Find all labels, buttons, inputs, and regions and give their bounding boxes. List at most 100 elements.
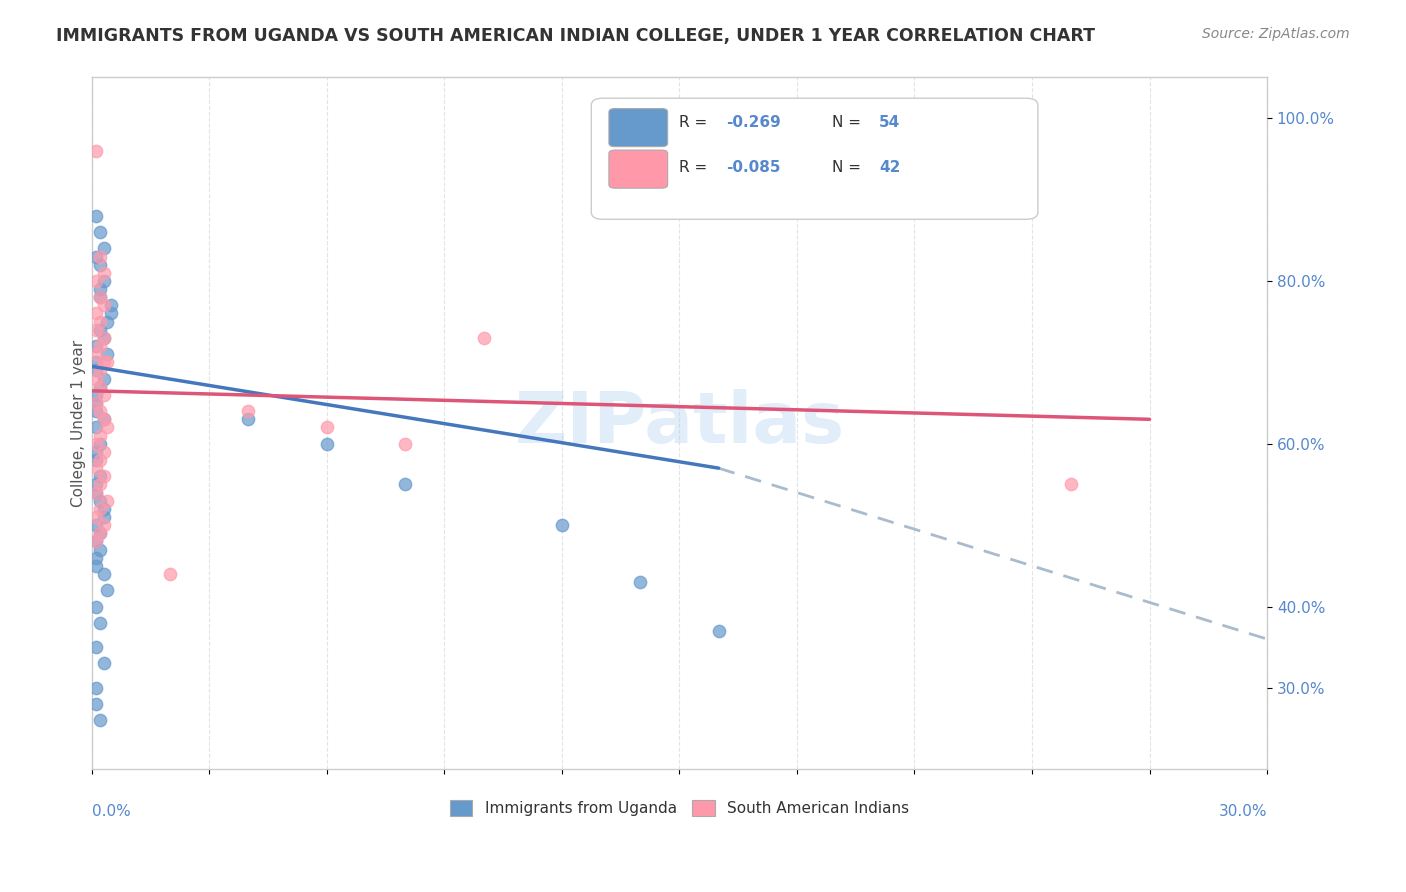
Point bbox=[93, 388, 115, 402]
Point bbox=[84, 347, 107, 361]
Point bbox=[96, 347, 118, 361]
Text: 42: 42 bbox=[879, 160, 901, 175]
Point bbox=[84, 436, 107, 450]
Point bbox=[84, 396, 107, 410]
Point bbox=[89, 315, 111, 329]
Point bbox=[89, 469, 111, 483]
Point bbox=[100, 306, 122, 320]
Point bbox=[84, 461, 107, 475]
Point bbox=[84, 355, 107, 369]
Point bbox=[89, 282, 111, 296]
Point bbox=[89, 363, 111, 377]
Point bbox=[84, 485, 107, 500]
Point bbox=[84, 306, 107, 320]
Point bbox=[93, 518, 115, 533]
Point bbox=[89, 339, 111, 353]
Point bbox=[472, 331, 495, 345]
Point bbox=[93, 266, 115, 280]
Point bbox=[96, 583, 118, 598]
Point bbox=[96, 315, 118, 329]
Text: Source: ZipAtlas.com: Source: ZipAtlas.com bbox=[1202, 27, 1350, 41]
Point bbox=[93, 331, 115, 345]
Point bbox=[89, 380, 111, 394]
Point bbox=[89, 225, 111, 239]
Point bbox=[84, 274, 107, 288]
Point bbox=[84, 518, 107, 533]
Text: 30.0%: 30.0% bbox=[1219, 804, 1267, 819]
Point bbox=[100, 298, 122, 312]
Point bbox=[707, 624, 730, 638]
Point bbox=[96, 493, 118, 508]
Point bbox=[93, 566, 115, 581]
Point bbox=[84, 363, 107, 377]
Legend: Immigrants from Uganda, South American Indians: Immigrants from Uganda, South American I… bbox=[441, 793, 917, 824]
Point bbox=[315, 436, 337, 450]
Point bbox=[89, 477, 111, 491]
Point bbox=[159, 566, 181, 581]
Point bbox=[84, 250, 107, 264]
Point bbox=[93, 412, 115, 426]
Point bbox=[93, 355, 115, 369]
Text: N =: N = bbox=[832, 160, 866, 175]
Point bbox=[93, 657, 115, 671]
Point bbox=[89, 404, 111, 418]
Point bbox=[89, 526, 111, 541]
Point bbox=[84, 510, 107, 524]
Point bbox=[89, 542, 111, 557]
Point bbox=[89, 436, 111, 450]
Text: -0.085: -0.085 bbox=[727, 160, 780, 175]
Point bbox=[84, 396, 107, 410]
Point bbox=[394, 477, 416, 491]
Point bbox=[84, 144, 107, 158]
Point bbox=[96, 355, 118, 369]
Point bbox=[84, 599, 107, 614]
Text: -0.269: -0.269 bbox=[727, 115, 782, 130]
Text: 0.0%: 0.0% bbox=[91, 804, 131, 819]
Point bbox=[93, 298, 115, 312]
Point bbox=[89, 380, 111, 394]
Point bbox=[89, 526, 111, 541]
Point bbox=[89, 323, 111, 337]
Text: R =: R = bbox=[679, 115, 713, 130]
Point bbox=[93, 331, 115, 345]
Text: ZIPatlas: ZIPatlas bbox=[515, 389, 845, 458]
Text: R =: R = bbox=[679, 160, 713, 175]
Point bbox=[238, 404, 260, 418]
Point bbox=[93, 412, 115, 426]
Point bbox=[89, 258, 111, 272]
Point bbox=[628, 575, 651, 590]
Point bbox=[89, 290, 111, 304]
Point bbox=[84, 445, 107, 459]
Point bbox=[551, 518, 574, 533]
Point bbox=[84, 388, 107, 402]
Y-axis label: College, Under 1 year: College, Under 1 year bbox=[72, 340, 86, 507]
Point bbox=[84, 209, 107, 223]
Point bbox=[93, 241, 115, 255]
Point bbox=[84, 339, 107, 353]
Point bbox=[84, 681, 107, 695]
Point bbox=[84, 558, 107, 573]
Point bbox=[93, 510, 115, 524]
Point bbox=[238, 412, 260, 426]
Point bbox=[84, 640, 107, 655]
Point bbox=[89, 290, 111, 304]
Point bbox=[89, 714, 111, 728]
Point bbox=[96, 420, 118, 434]
Text: 54: 54 bbox=[879, 115, 900, 130]
Point bbox=[84, 420, 107, 434]
Point bbox=[93, 445, 115, 459]
Text: N =: N = bbox=[832, 115, 866, 130]
Point bbox=[89, 615, 111, 630]
Point bbox=[84, 697, 107, 711]
Point bbox=[93, 274, 115, 288]
Point bbox=[84, 453, 107, 467]
Point bbox=[93, 469, 115, 483]
Point bbox=[84, 477, 107, 491]
FancyBboxPatch shape bbox=[609, 150, 668, 188]
FancyBboxPatch shape bbox=[592, 98, 1038, 219]
Point bbox=[89, 501, 111, 516]
Point bbox=[84, 534, 107, 549]
Point bbox=[93, 371, 115, 385]
Point bbox=[84, 371, 107, 385]
Point bbox=[89, 250, 111, 264]
